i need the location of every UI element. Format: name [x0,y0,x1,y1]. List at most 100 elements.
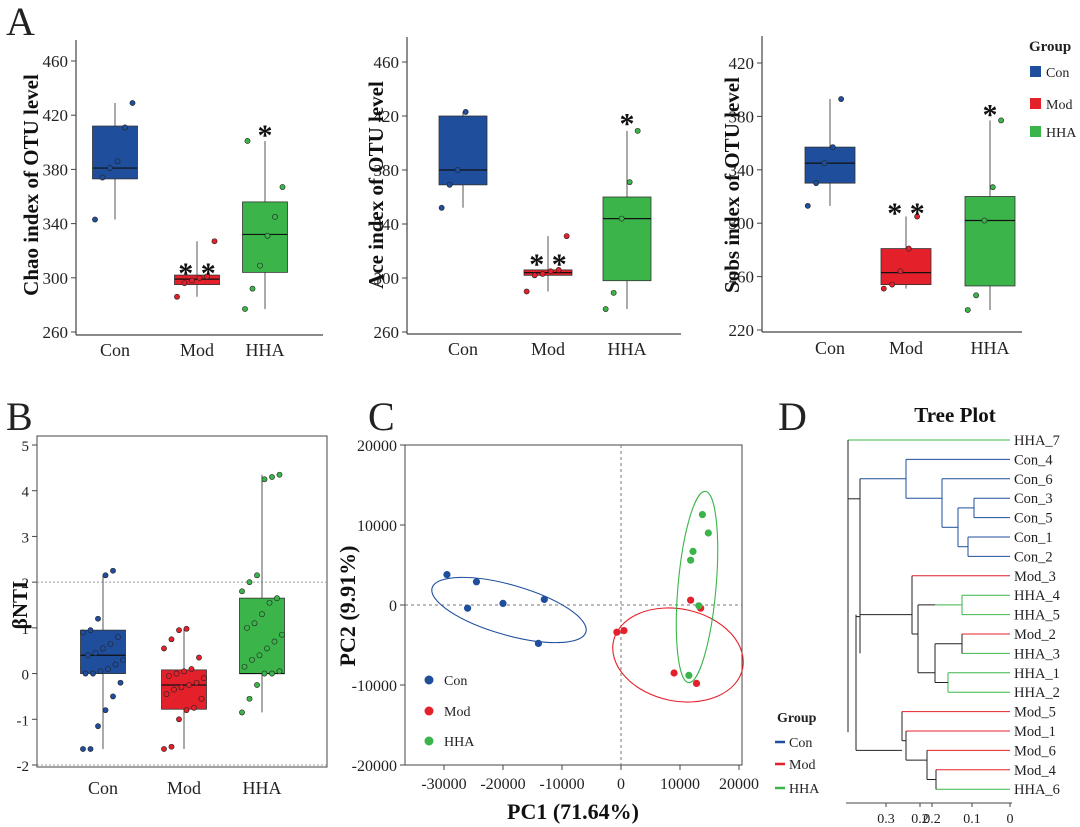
data-point-mod [196,654,202,661]
pca-point-hha [687,556,695,564]
pca-point-con [540,595,548,604]
y-tick-label: -20000 [352,758,397,775]
x-tick-label: -30000 [421,776,466,793]
data-point-mod [204,273,210,280]
legend-swatch-hha [1030,126,1041,137]
data-point-mod [181,280,188,287]
pca-point-hha [685,671,693,680]
data-point-con [804,202,811,209]
x-tick-label-con: Con [448,339,478,359]
data-point-mod [880,285,887,292]
data-point-con [446,181,453,188]
data-point-hha [256,652,263,659]
data-point-hha [261,476,268,483]
y-tick-label: 380 [729,107,755,126]
data-point-hha [266,599,273,606]
data-point-con [838,96,845,102]
data-point-con [112,661,119,668]
panel-letter-a: A [6,0,35,44]
data-point-hha [254,572,260,579]
data-point-hha [269,670,275,677]
data-point-hha [264,645,270,652]
data-point-hha [610,289,617,296]
significance-mark-mod: * * [178,257,216,290]
significance-mark-hha: * [258,119,273,152]
leaf-label: Con_5 [1014,511,1053,527]
x-tick-label-con: Con [88,778,118,798]
pca-point-hha [698,510,707,519]
plot-frame [36,435,328,768]
data-point-hha [279,631,285,638]
data-point-con [107,640,114,647]
tree-legend-label-con: Con [789,736,812,751]
data-point-con [110,693,116,700]
data-point-hha [276,471,283,478]
data-point-hha [239,588,245,595]
leaf-label: Con_4 [1014,452,1053,468]
data-point-con [438,204,445,211]
x-tick-label-mod: Mod [180,340,214,360]
data-point-mod [183,707,190,714]
y-tick-label: 2 [22,576,30,592]
leaf-label: HHA_7 [1014,433,1060,449]
data-point-hha [973,292,980,299]
data-point-con [129,100,136,106]
y-tick-label: 1 [22,622,30,638]
panel-letter-d: D [778,394,807,439]
tree-axis-label: 0 [1007,812,1014,827]
data-point-con [102,572,109,579]
y-tick-label: 420 [43,106,69,125]
data-point-con [462,109,469,115]
significance-mark-mod: * * [529,248,567,281]
data-point-con [110,567,116,574]
data-point-con [102,707,109,714]
data-point-con [107,165,113,171]
leaf-label: HHA_2 [1014,685,1060,701]
y-tick-label: 5 [22,439,30,455]
tree-axis-label: 0.3 [877,812,895,827]
box-con [92,125,138,180]
y-tick-label: -2 [17,759,30,775]
box-con [438,115,488,186]
data-point-hha [276,668,283,675]
y-tick-label: 380 [374,161,400,180]
data-point-hha [998,117,1005,124]
data-point-hha [271,638,278,645]
legend-swatch-mod [1030,98,1041,109]
y-tick-label: 340 [43,215,69,234]
panel-letter-b: B [6,394,33,439]
pca-point-con [534,639,543,648]
tree-legend-label-mod: Mod [789,758,815,773]
pca-point-con [472,578,481,586]
pca-legend-marker-con [424,675,434,685]
data-point-con [82,670,89,677]
data-point-con [100,645,106,652]
y-axis-label: βNTI [8,581,32,629]
pca-point-con [499,599,507,608]
data-point-mod [547,268,554,275]
data-point-mod [211,238,218,245]
y-axis-label: PC2 (9.91%) [335,546,360,667]
legend-label-con: Con [1046,66,1069,81]
y-tick-label: -10000 [352,678,397,695]
pca-legend-marker-hha [424,736,434,746]
tree-legend-label-hha: HHA [789,782,820,797]
data-point-con [90,670,96,677]
data-point-con [92,650,99,656]
leaf-label: HHA_3 [1014,646,1060,662]
data-point-hha [241,663,248,670]
y-tick-label: 300 [729,214,755,233]
leaf-label: Mod_5 [1014,705,1056,721]
data-point-mod [539,271,546,277]
data-point-mod [173,670,180,677]
data-point-hha [246,579,253,586]
data-point-con [829,144,836,151]
y-tick-label: 300 [374,269,400,288]
pca-point-mod [613,628,621,636]
data-point-mod [181,668,187,675]
significance-mark-hha: * [620,107,635,140]
data-point-con [454,167,461,173]
data-point-mod [196,274,203,281]
data-point-con [105,666,111,672]
data-point-mod [531,272,538,279]
